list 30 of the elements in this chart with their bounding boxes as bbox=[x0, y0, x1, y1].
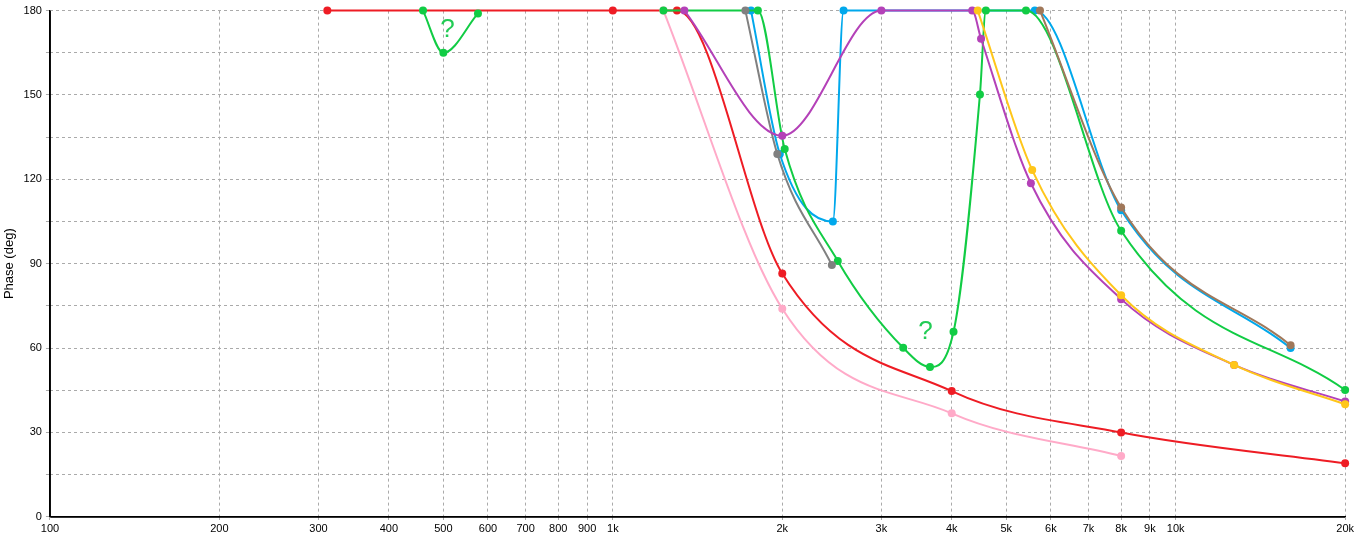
x-tick-label: 4k bbox=[945, 522, 959, 535]
y-tick-label: 180 bbox=[23, 3, 42, 16]
annotation: ? bbox=[918, 314, 933, 345]
x-tick-label: 800 bbox=[549, 522, 568, 535]
y-tick-label: 150 bbox=[23, 88, 42, 100]
x-tick-label: 300 bbox=[309, 522, 328, 535]
x-tick-label: 6k bbox=[1045, 522, 1058, 535]
x-tick-label: 5k bbox=[1000, 522, 1013, 535]
x-tick-label: 1k bbox=[607, 522, 620, 535]
x-tick-label: 400 bbox=[379, 522, 399, 535]
x-tick-label: 3k bbox=[875, 522, 888, 535]
x-tick-label: 20k bbox=[1336, 522, 1355, 535]
x-tick-label: 500 bbox=[434, 522, 453, 535]
x-tick-label: 900 bbox=[577, 522, 597, 535]
x-tick-label: 10k bbox=[1166, 522, 1186, 535]
annotation: ? bbox=[440, 13, 455, 44]
x-tick-label: 2k bbox=[776, 522, 789, 535]
y-tick-label: 0 bbox=[35, 509, 42, 522]
y-tick-label: 120 bbox=[23, 172, 42, 185]
x-tick-label: 8k bbox=[1115, 522, 1128, 535]
y-axis-title: Phase (deg) bbox=[1, 228, 17, 300]
y-tick-label: 30 bbox=[29, 425, 42, 438]
y-tick-label: 60 bbox=[29, 341, 42, 354]
x-tick-label: 200 bbox=[210, 522, 229, 535]
x-tick-label: 9k bbox=[1144, 522, 1157, 535]
x-tick-label: 600 bbox=[478, 522, 498, 535]
x-tick-label: 7k bbox=[1082, 522, 1095, 535]
x-tick-label: 100 bbox=[40, 522, 60, 535]
x-tick-label: 700 bbox=[516, 522, 535, 535]
y-tick-label: 90 bbox=[29, 256, 42, 269]
